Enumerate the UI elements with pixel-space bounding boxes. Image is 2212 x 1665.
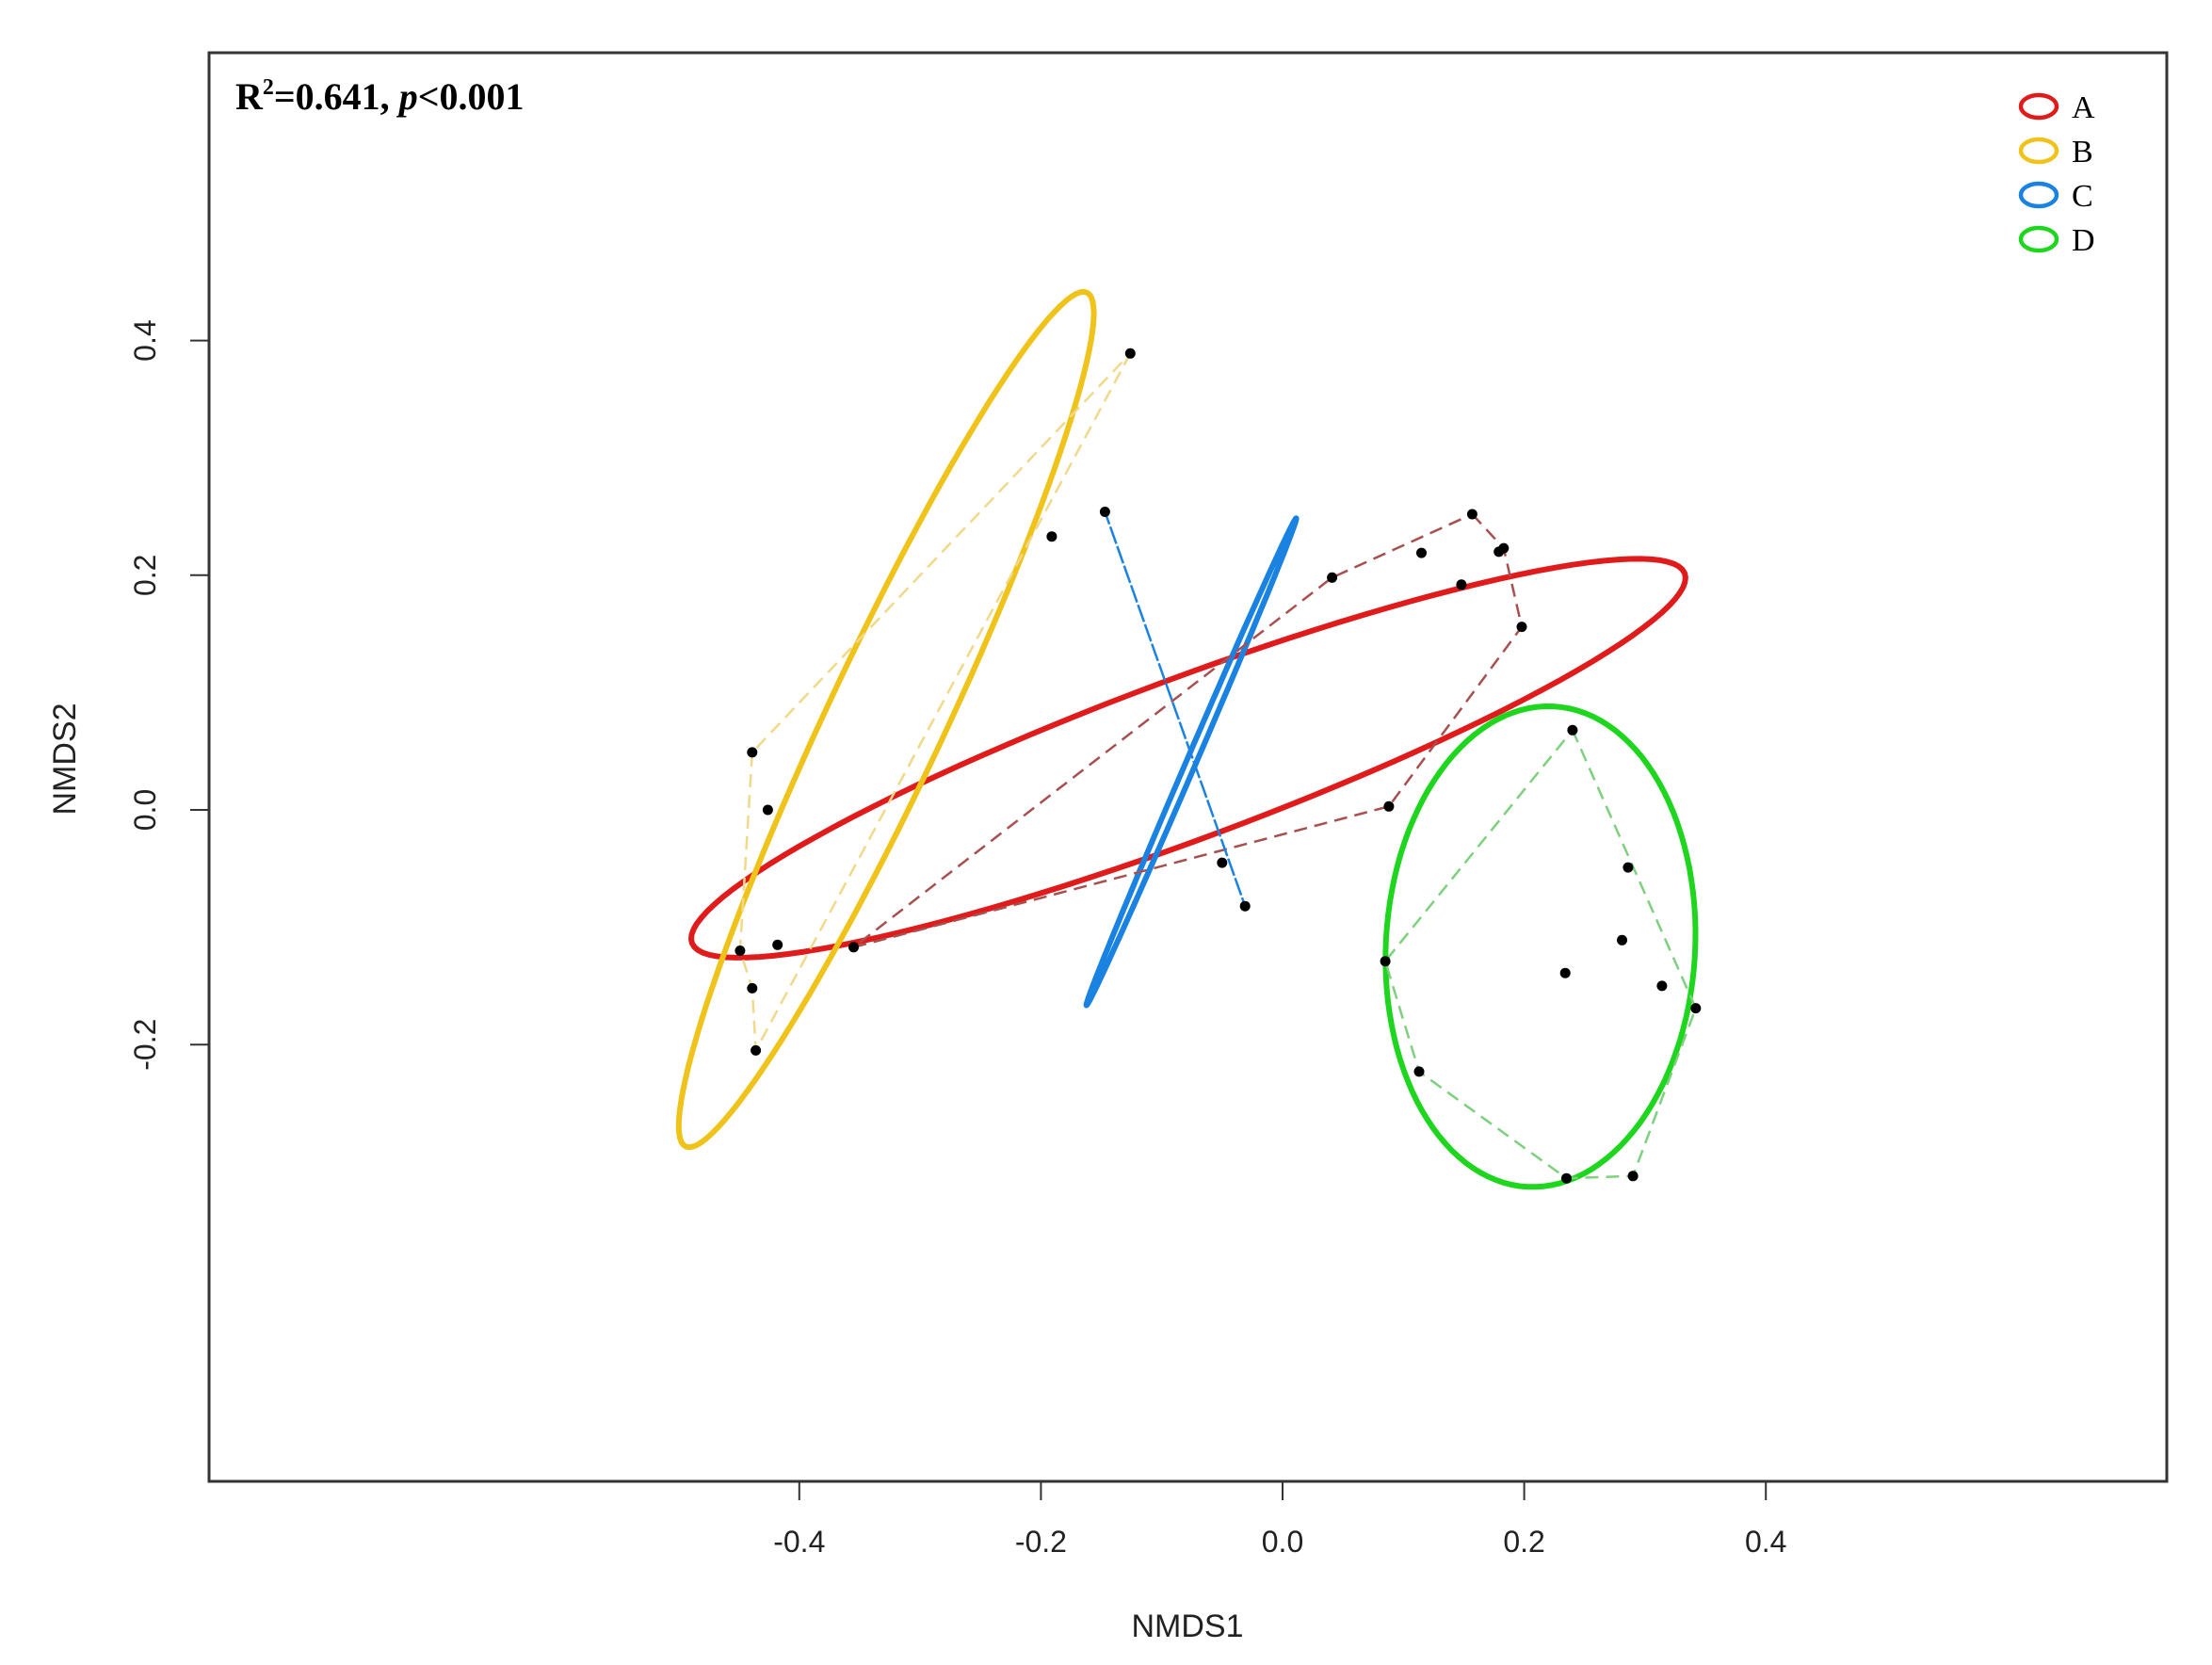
x-axis: -0.4 -0.2 0.0 0.2 0.4 xyxy=(773,1480,1786,1559)
point-d-8 xyxy=(1413,1066,1425,1077)
legend-label-a: A xyxy=(2072,90,2095,125)
point-d-1 xyxy=(1567,724,1578,736)
point-b-5 xyxy=(772,939,783,950)
ellipse-layer xyxy=(675,288,1699,1190)
r-superscript: 2 xyxy=(263,75,274,100)
p-value: <0.001 xyxy=(418,75,525,118)
point-d-4 xyxy=(1559,967,1571,978)
point-b-3 xyxy=(747,747,758,758)
x-tick-label: -0.4 xyxy=(773,1525,825,1559)
y-axis: -0.2 0.0 0.2 0.4 xyxy=(128,319,210,1071)
point-a-9 xyxy=(848,942,859,953)
ellipse-d xyxy=(1382,703,1699,1190)
legend-item-c: C xyxy=(2018,179,2093,214)
legend-label-d: D xyxy=(2072,223,2095,258)
y-tick-label: 0.2 xyxy=(128,555,162,596)
point-d-3 xyxy=(1617,934,1627,946)
y-tick-label: 0.4 xyxy=(128,319,162,361)
point-d-7 xyxy=(1380,956,1391,967)
point-a-4 xyxy=(1416,547,1427,558)
point-a-1 xyxy=(1466,509,1477,520)
x-tick-label: 0.0 xyxy=(1262,1525,1303,1559)
point-b-1 xyxy=(1124,348,1136,359)
hull-b xyxy=(738,352,1132,1055)
point-b-8 xyxy=(751,1044,762,1056)
point-b-4 xyxy=(762,804,773,816)
point-a-7 xyxy=(1516,622,1527,633)
legend-label-c: C xyxy=(2072,179,2093,214)
point-c-3 xyxy=(1239,900,1251,912)
x-tick-label: 0.2 xyxy=(1503,1525,1544,1559)
legend-swatch-c xyxy=(2018,181,2059,209)
point-layer xyxy=(735,348,1702,1184)
y-axis-label: NMDS2 xyxy=(47,703,83,815)
point-b-7 xyxy=(747,982,758,994)
point-d-9 xyxy=(1561,1172,1572,1184)
r-label: R xyxy=(235,75,264,118)
legend-swatch-a xyxy=(2018,92,2059,121)
point-c-1 xyxy=(1099,507,1110,517)
point-a-3 xyxy=(1494,546,1505,558)
point-b-2 xyxy=(1046,531,1058,542)
point-d-6 xyxy=(1690,1003,1702,1014)
legend-item-a: A xyxy=(2018,90,2095,125)
ellipse-a xyxy=(688,556,1688,961)
point-a-8 xyxy=(1383,800,1395,812)
y-tick-label: -0.2 xyxy=(128,1019,162,1071)
stat-annotation: R2=0.641, p<0.001 xyxy=(235,75,524,118)
legend-item-d: D xyxy=(2018,223,2095,258)
point-c-2 xyxy=(1217,857,1228,868)
legend-swatch-d xyxy=(2018,225,2059,253)
point-a-6 xyxy=(1456,579,1467,590)
p-label: p xyxy=(396,75,418,118)
r-value: =0.641, xyxy=(274,75,399,118)
point-d-10 xyxy=(1627,1171,1639,1182)
legend-label-b: B xyxy=(2072,135,2093,170)
ellipse-b xyxy=(675,288,1097,1151)
legend-item-b: B xyxy=(2018,135,2093,170)
point-d-2 xyxy=(1623,862,1634,873)
x-tick-label: -0.2 xyxy=(1015,1525,1067,1559)
x-tick-label: 0.4 xyxy=(1745,1525,1786,1559)
point-d-5 xyxy=(1656,980,1668,992)
y-tick-label: 0.0 xyxy=(128,789,162,831)
hull-a xyxy=(852,512,1524,949)
x-axis-label: NMDS1 xyxy=(1131,1608,1243,1644)
point-a-5 xyxy=(1327,572,1338,583)
point-b-6 xyxy=(735,946,746,956)
plot-frame xyxy=(207,51,2169,1483)
legend-swatch-b xyxy=(2018,137,2059,165)
hull-layer xyxy=(738,352,1698,1180)
ellipse-c xyxy=(1083,515,1300,1009)
